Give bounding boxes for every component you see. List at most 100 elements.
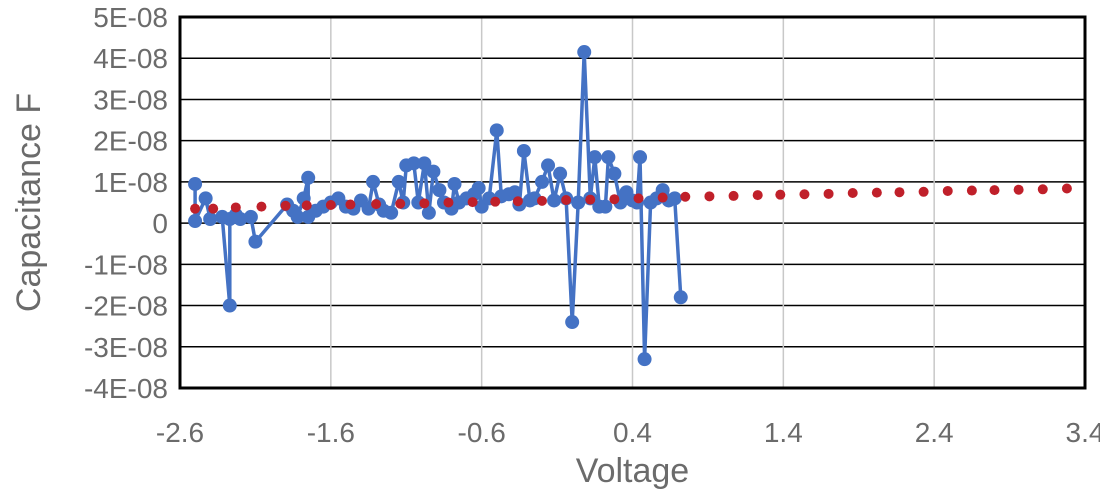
data-point: [489, 123, 504, 138]
data-point: [565, 315, 580, 330]
data-point: [233, 211, 248, 226]
data-point: [301, 200, 312, 211]
data-point: [417, 156, 432, 171]
data-point: [256, 201, 267, 212]
data-point: [704, 191, 715, 202]
data-point: [222, 298, 237, 313]
x-tick-label: -1.6: [307, 417, 355, 448]
series-2: [190, 183, 1072, 214]
data-point: [325, 199, 336, 210]
data-point: [655, 183, 670, 198]
data-point: [384, 205, 399, 220]
y-tick-label: -3E-08: [84, 332, 168, 363]
data-point: [537, 195, 547, 206]
x-axis-tick-labels: -2.6 -1.6 -0.6 0.4 1.4 2.4 3.4: [156, 417, 1100, 448]
plot-area-frame: [178, 15, 1087, 390]
data-point: [243, 209, 258, 224]
data-point: [633, 150, 648, 165]
data-point: [467, 197, 478, 208]
x-tick-label: -2.6: [156, 417, 204, 448]
data-point: [280, 200, 291, 211]
x-tick-label: 3.4: [1066, 417, 1100, 448]
data-point: [587, 150, 602, 165]
data-point: [395, 198, 406, 209]
x-axis-title: Voltage: [576, 452, 689, 490]
data-point: [366, 174, 381, 189]
data-point: [301, 170, 316, 185]
y-tick-label: 0: [152, 208, 168, 239]
data-point: [918, 186, 929, 197]
data-point: [290, 209, 305, 224]
data-point: [942, 185, 953, 196]
data-point: [447, 176, 462, 191]
data-point: [443, 197, 454, 208]
data-point: [847, 188, 858, 199]
y-tick-label: -4E-08: [84, 373, 168, 404]
data-point: [1013, 184, 1024, 195]
y-axis-title: Capacitance F: [10, 93, 48, 312]
y-axis-tick-labels: 5E-08 4E-08 3E-08 2E-08 1E-08 0 -1E-08 -2E-08 -3…: [84, 2, 168, 404]
data-point: [571, 195, 586, 210]
y-tick-label: -2E-08: [84, 291, 168, 322]
data-point: [547, 193, 562, 208]
data-point: [230, 202, 241, 213]
y-tick-label: 2E-08: [93, 126, 168, 157]
data-point: [633, 193, 644, 204]
data-point: [516, 143, 531, 158]
data-point: [598, 199, 613, 214]
data-point: [752, 190, 763, 201]
data-point: [894, 187, 905, 198]
data-point: [775, 189, 786, 200]
data-point: [198, 191, 213, 206]
data-point: [667, 191, 682, 206]
data-point: [535, 174, 549, 189]
data-point: [190, 203, 201, 214]
y-tick-label: 4E-08: [93, 43, 168, 74]
data-point: [799, 189, 810, 200]
data-point: [371, 199, 382, 210]
y-tick-label: -1E-08: [84, 249, 168, 280]
data-point: [680, 191, 691, 202]
data-point: [208, 203, 219, 214]
y-tick-label: 1E-08: [93, 167, 168, 198]
data-point: [391, 174, 406, 189]
data-point: [966, 185, 977, 196]
data-point: [421, 205, 436, 220]
data-point: [345, 199, 356, 210]
data-point: [1037, 184, 1048, 195]
data-point: [512, 196, 523, 207]
data-point: [188, 214, 203, 229]
data-point: [823, 188, 834, 199]
data-point: [637, 352, 652, 367]
data-point: [657, 192, 668, 203]
data-point: [490, 196, 501, 207]
data-point: [553, 166, 568, 181]
y-tick-label: 5E-08: [93, 2, 168, 33]
data-point: [577, 45, 592, 60]
data-point: [585, 194, 596, 205]
x-tick-label: 1.4: [764, 417, 803, 448]
data-point: [728, 190, 739, 201]
data-point: [248, 234, 263, 249]
data-point: [471, 181, 486, 196]
data-point: [507, 185, 522, 200]
data-point: [673, 290, 688, 305]
data-point: [871, 187, 882, 198]
data-point: [406, 156, 421, 171]
x-tick-label: -0.6: [458, 417, 506, 448]
data-point: [188, 176, 203, 191]
data-point: [432, 183, 447, 198]
data-point: [989, 185, 1000, 196]
x-tick-label: 2.4: [915, 417, 954, 448]
data-point: [601, 150, 616, 165]
data-point: [1061, 183, 1072, 194]
data-point: [541, 158, 556, 173]
y-tick-label: 3E-08: [93, 84, 168, 115]
x-tick-label: 0.4: [613, 417, 652, 448]
data-point: [561, 195, 572, 206]
data-point: [609, 194, 620, 205]
data-point: [203, 211, 218, 226]
data-point: [419, 198, 430, 209]
data-series: [188, 45, 1072, 367]
